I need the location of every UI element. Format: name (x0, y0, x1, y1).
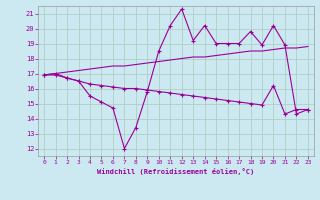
X-axis label: Windchill (Refroidissement éolien,°C): Windchill (Refroidissement éolien,°C) (97, 168, 255, 175)
